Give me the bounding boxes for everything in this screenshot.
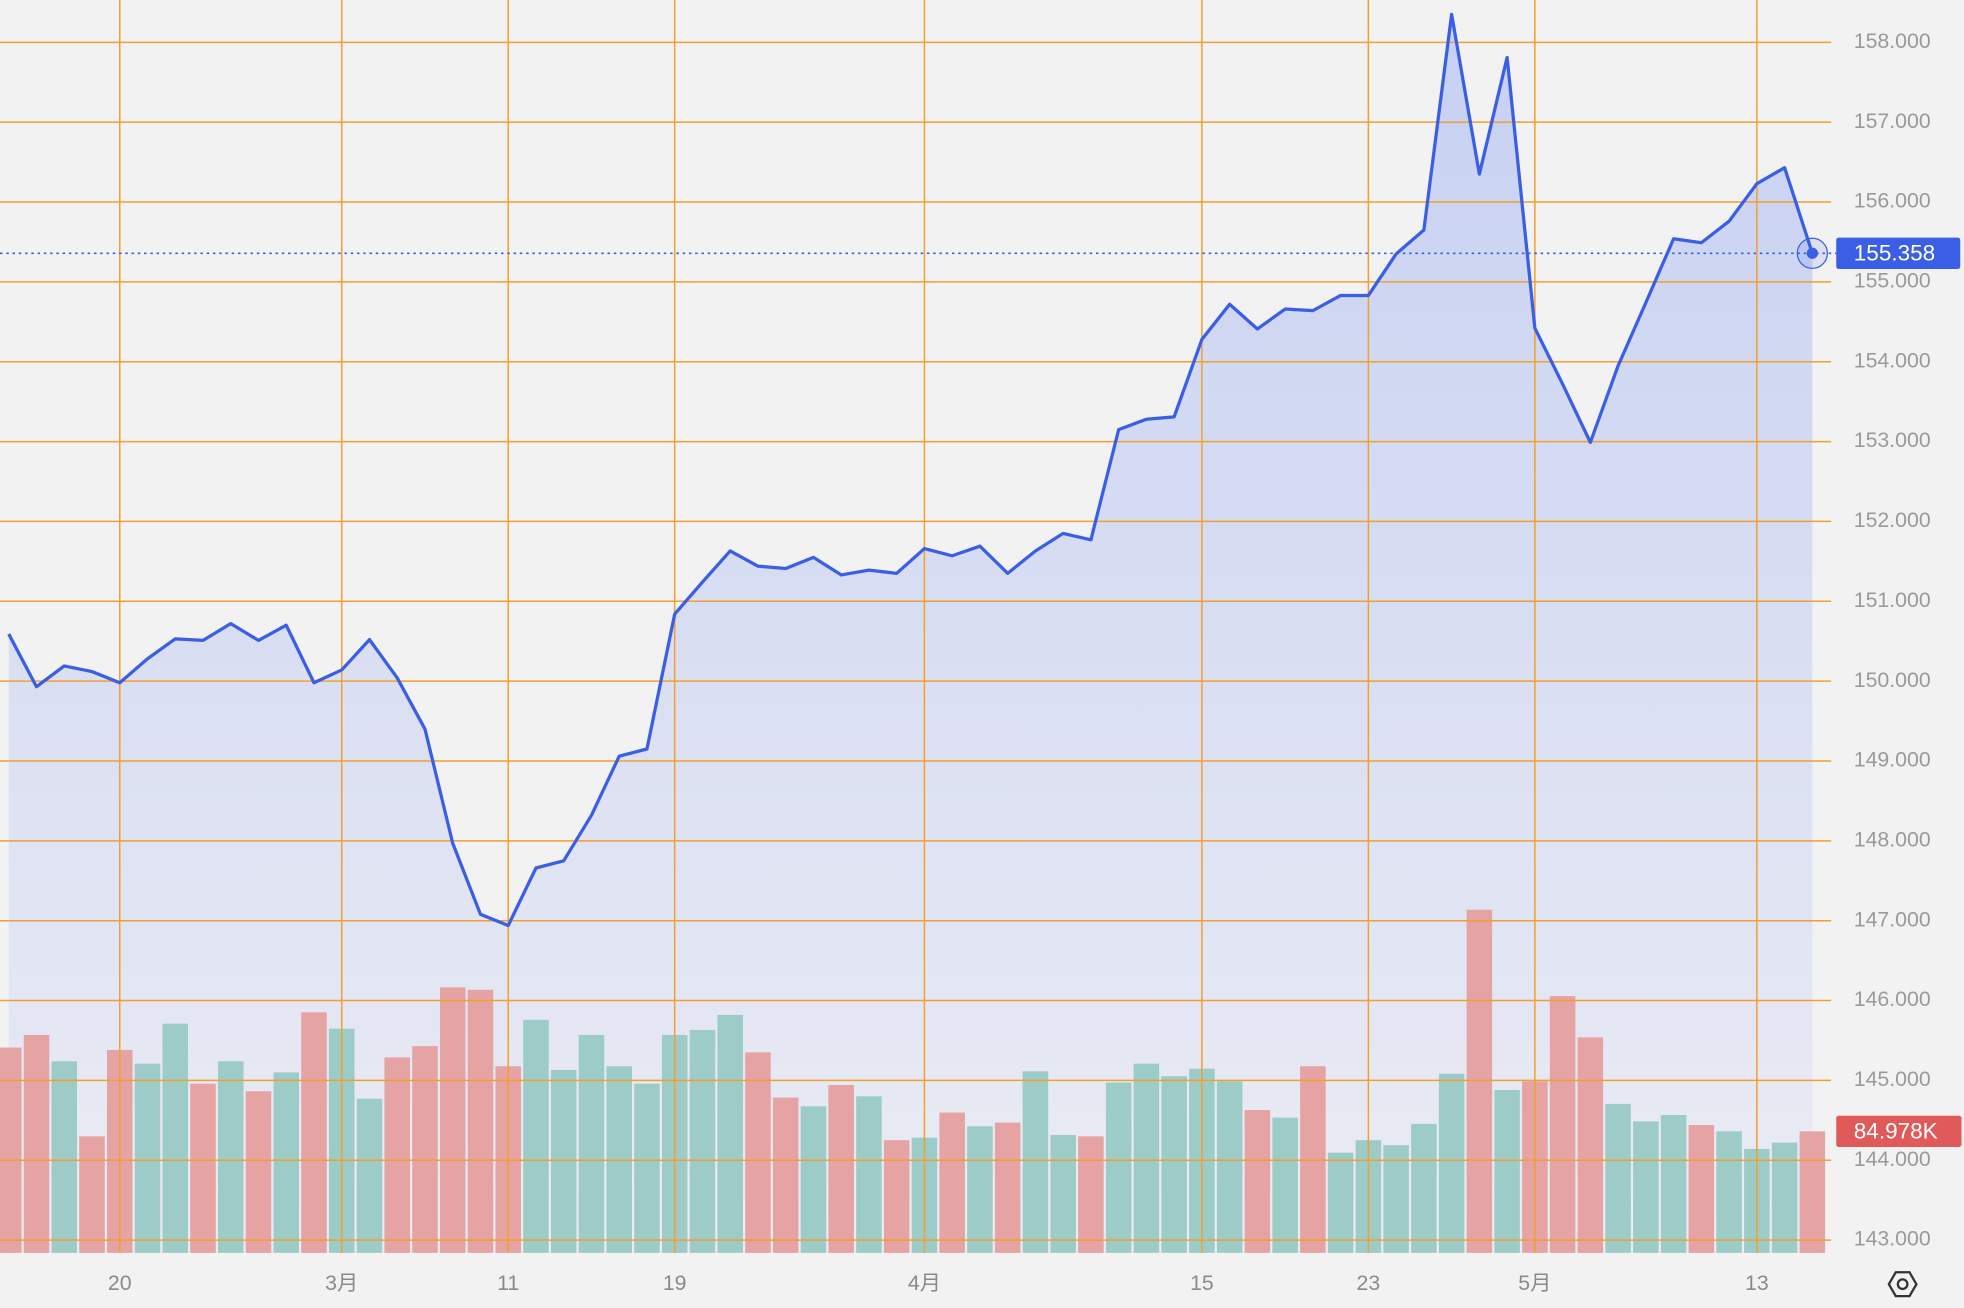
volume-bar bbox=[356, 1098, 383, 1253]
x-tick-label: 3月 bbox=[325, 1271, 358, 1295]
volume-bar bbox=[967, 1126, 993, 1253]
volume-bar bbox=[1272, 1117, 1298, 1253]
volume-bar bbox=[217, 1061, 244, 1253]
y-tick-label: 154.000 bbox=[1854, 348, 1931, 372]
volume-bar bbox=[1771, 1142, 1798, 1253]
volume-bar bbox=[412, 1046, 438, 1253]
volume-bar bbox=[273, 1072, 300, 1253]
volume-bar bbox=[1466, 909, 1493, 1253]
volume-badge bbox=[1836, 1115, 1962, 1148]
price-area bbox=[8, 14, 1813, 1253]
settings-icon[interactable] bbox=[1887, 1271, 1918, 1298]
volume-bar bbox=[883, 1140, 910, 1253]
volume-bar bbox=[190, 1083, 216, 1253]
y-tick-label: 156.000 bbox=[1854, 189, 1931, 213]
volume-bar bbox=[301, 1012, 327, 1253]
volume-bar bbox=[1438, 1073, 1465, 1253]
volume-bar bbox=[384, 1057, 410, 1253]
y-tick-label: 153.000 bbox=[1854, 428, 1931, 452]
volume-bar bbox=[1050, 1135, 1076, 1253]
volume-bar bbox=[1411, 1123, 1437, 1253]
y-tick-label: 150.000 bbox=[1854, 668, 1931, 692]
volume-bar bbox=[1660, 1115, 1687, 1253]
volume-bar bbox=[162, 1023, 189, 1253]
volume-bar bbox=[1716, 1131, 1742, 1253]
volume-bar bbox=[689, 1029, 716, 1253]
volume-bar bbox=[800, 1106, 827, 1253]
x-tick-label: 15 bbox=[1190, 1271, 1214, 1295]
volume-bar bbox=[523, 1019, 549, 1253]
volume-bar bbox=[1022, 1071, 1049, 1253]
volume-bar bbox=[856, 1096, 882, 1253]
volume-bar bbox=[1549, 996, 1576, 1253]
volume-bar bbox=[1078, 1136, 1104, 1253]
volume-bar bbox=[51, 1061, 78, 1253]
volume-bar bbox=[994, 1122, 1021, 1253]
volume-bar bbox=[1244, 1110, 1271, 1253]
volume-bar bbox=[1105, 1082, 1132, 1253]
last-point bbox=[1806, 247, 1818, 259]
volume-bar bbox=[1327, 1152, 1354, 1253]
y-tick-label: 148.000 bbox=[1854, 827, 1931, 851]
y-tick-label: 144.000 bbox=[1854, 1147, 1931, 1171]
x-tick-label: 23 bbox=[1357, 1271, 1381, 1295]
y-tick-label: 147.000 bbox=[1854, 907, 1931, 931]
volume-bar bbox=[1494, 1090, 1520, 1253]
x-tick-label: 13 bbox=[1745, 1271, 1769, 1295]
volume-bar bbox=[23, 1034, 50, 1253]
y-tick-label: 157.000 bbox=[1854, 109, 1931, 133]
y-tick-label: 149.000 bbox=[1854, 748, 1931, 772]
volume-label: 84.978K bbox=[1854, 1119, 1938, 1144]
y-tick-label: 143.000 bbox=[1854, 1227, 1931, 1251]
y-tick-label: 151.000 bbox=[1854, 588, 1931, 612]
volume-bar bbox=[1799, 1131, 1826, 1253]
volume-bar bbox=[634, 1083, 660, 1253]
volume-bar bbox=[1577, 1037, 1604, 1253]
price-line bbox=[7, 12, 1814, 928]
volume-bar bbox=[1133, 1063, 1160, 1253]
plot-area bbox=[0, 0, 1832, 1253]
volume-bar bbox=[1688, 1125, 1715, 1253]
volume-bar bbox=[1383, 1145, 1409, 1253]
volume-bar bbox=[439, 987, 466, 1253]
x-tick-label: 4月 bbox=[908, 1271, 941, 1295]
axes: 143.000 144.000 145.000 146.000 147.000 148.0… bbox=[0, 29, 1962, 1295]
volume-bar bbox=[939, 1112, 965, 1253]
volume-bar bbox=[245, 1091, 272, 1253]
y-tick-label: 155.000 bbox=[1854, 268, 1931, 292]
volume-bar bbox=[1216, 1081, 1243, 1253]
volume-bar bbox=[0, 1047, 22, 1253]
volume-bar bbox=[467, 989, 494, 1253]
volume-bar bbox=[717, 1014, 743, 1253]
last-value-badge bbox=[1836, 237, 1961, 269]
x-tick-label: 19 bbox=[663, 1271, 687, 1295]
volume-bar bbox=[79, 1136, 105, 1253]
y-tick-label: 146.000 bbox=[1854, 987, 1931, 1011]
volume-bar bbox=[772, 1097, 799, 1253]
x-tick-label: 5月 bbox=[1518, 1271, 1551, 1295]
volume-bar bbox=[578, 1034, 605, 1253]
volume-bar bbox=[1605, 1103, 1631, 1253]
volume-bar bbox=[828, 1084, 854, 1253]
last-value-label: 155.358 bbox=[1854, 240, 1935, 265]
volume-bar bbox=[134, 1063, 161, 1253]
x-tick-label: 20 bbox=[108, 1271, 132, 1295]
y-tick-label: 158.000 bbox=[1854, 29, 1931, 53]
x-tick-label: 11 bbox=[497, 1271, 519, 1295]
volume-bar bbox=[1161, 1076, 1187, 1253]
y-tick-label: 152.000 bbox=[1854, 508, 1931, 532]
y-tick-label: 145.000 bbox=[1854, 1067, 1931, 1091]
volume-bar bbox=[745, 1052, 771, 1253]
volume-bar bbox=[550, 1069, 577, 1253]
volume-bar bbox=[1633, 1121, 1659, 1253]
